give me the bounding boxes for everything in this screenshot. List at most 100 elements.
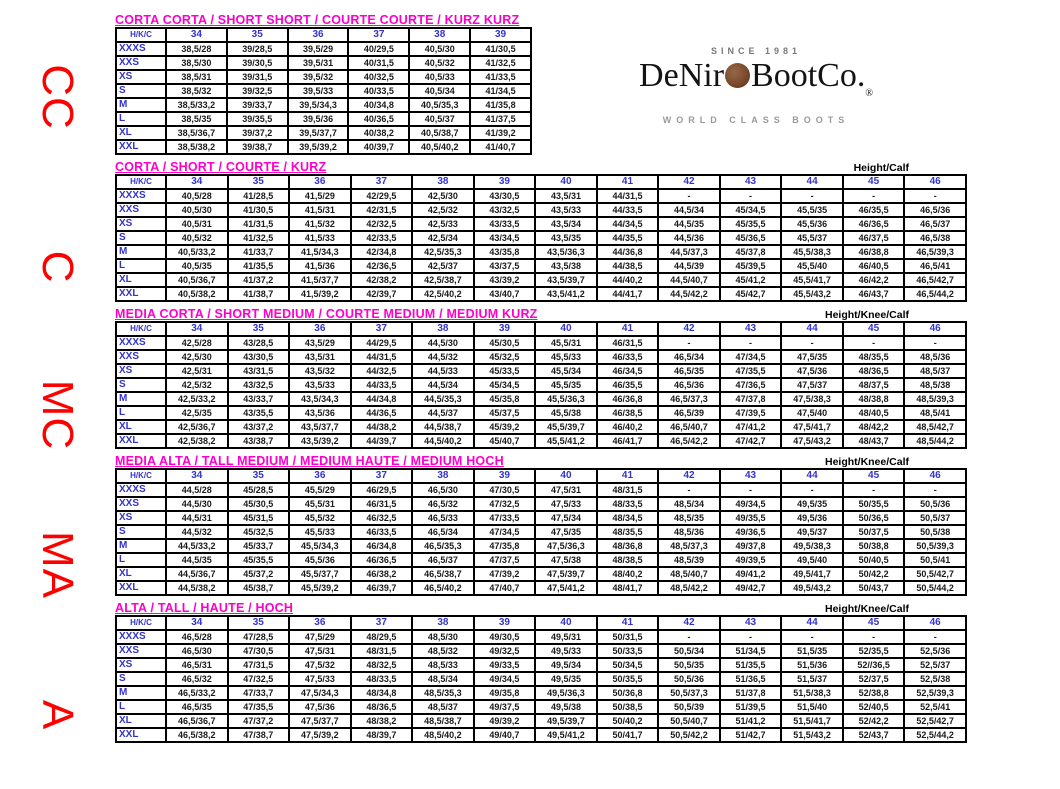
size-cell: 43,5/35 [534,230,598,246]
size-cell: 49/39,2 [472,713,537,729]
size-cell: 42,5/37 [411,258,475,274]
size-cell: 45,5/35 [780,202,844,218]
size-cell: 48/33,5 [595,496,660,512]
table-row: XL 44,5/36,7 45/37,2 45,5/37,7 46/38,2 46,5/3… [115,566,967,582]
size-cell: 48/40,2 [595,566,660,582]
size-cell: 47/36,5 [718,377,783,393]
size-cell: 51,5/40 [780,699,844,715]
size-cell: 40,5/35 [165,258,229,274]
column-header: 37 [349,615,414,631]
table-row: M 46,5/33,2 47/33,7 47,5/34,3 48/34,8 48,5/35… [115,685,967,701]
size-cell: 49/34,5 [718,496,783,512]
size-cell: - [841,629,906,645]
size-cell: 41/35,5 [226,258,291,274]
size-cell: 51/35,5 [718,657,783,673]
size-cell: 48,5/40,7 [657,566,721,582]
size-cell: 44/31,5 [595,188,660,204]
row-label: XXS [115,55,167,71]
height-measure-label: Height/Knee/Calf [824,309,909,321]
logo-since-text: SINCE 1981 [710,46,802,56]
column-header: 36 [288,468,352,484]
table-row: XXXS 44,5/28 45/28,5 45,5/29 46/29,5 46,5/30 4… [115,482,967,498]
size-cell: 49/41,2 [718,566,783,582]
size-cell: 50,5/36 [657,671,721,687]
column-header: 46 [903,174,967,190]
row-label: XXL [115,139,167,155]
size-cell: 46/38,8 [841,244,906,260]
column-header: 37 [349,468,414,484]
size-table-corta-corta: H/K/C 34 35 36 37 38 39 XXXS 38,5/28 39/28,5 39,5/… [115,27,532,155]
column-header: 44 [780,321,844,337]
size-cell: 40,5/31 [165,216,229,232]
size-cell: 47,5/33 [534,496,598,512]
size-cell: 51,5/41,7 [780,713,844,729]
column-header: 41 [595,174,660,190]
size-cell: 48/36,8 [595,538,660,554]
size-cell: 47,5/38,3 [780,391,844,407]
row-label: XXXS [115,335,167,351]
size-table-alta: H/K/C 34 35 36 37 38 39 40 41 42 43 44 45 46 XXXS 46,5/… [115,615,967,743]
size-cell: 43/35,8 [472,244,537,260]
size-cell: 49,5/36,3 [534,685,598,701]
size-cell: 40,5/33 [408,69,472,85]
size-cell: 41/31,5 [226,216,291,232]
row-label: XXXS [115,41,167,57]
size-cell: - [657,188,721,204]
row-label: XL [115,125,167,141]
row-label: L [115,699,167,715]
size-cell: 51,5/36 [780,657,844,673]
size-cell: 38,5/36,7 [165,125,228,141]
size-cell: 48/29,5 [349,629,414,645]
size-cell: 48,5/37 [411,699,475,715]
size-cell: 38,5/33,2 [165,97,228,113]
size-cell: 48,5/42,2 [657,580,721,596]
logo-tagline-text: WORLD CLASS BOOTS [662,115,850,125]
size-cell: 50,5/39,3 [903,538,967,554]
size-cell: 47,5/41,7 [780,419,844,435]
size-cell: 49/36,5 [718,524,783,540]
size-cell: 45,5/29 [288,482,352,498]
size-cell: 49/40,7 [472,727,537,743]
size-table-media-corta: H/K/C 34 35 36 37 38 39 40 41 42 43 44 45 46 XXXS 42,5/… [115,321,967,449]
size-cell: 44,5/32 [411,349,475,365]
size-cell: 50/40,2 [595,713,660,729]
size-cell: 39/32,5 [225,83,289,99]
size-cell: 48,5/32 [411,643,475,659]
column-header: 42 [657,615,721,631]
size-cell: 46/41,7 [595,433,660,449]
size-cell: 45,5/37 [780,230,844,246]
size-cell: 48/38,5 [595,552,660,568]
logo-name-right: BootCo. [751,57,866,94]
size-cell: 45,5/41,2 [534,433,598,449]
size-cell: 45,5/43,2 [780,286,844,302]
size-cell: 48,5/44,2 [903,433,967,449]
row-label: S [115,377,167,393]
size-cell: 42,5/38,2 [165,433,229,449]
size-cell: 47,5/34,3 [288,685,352,701]
size-cell: 47/37,5 [472,552,537,568]
size-cell: 39,5/37,7 [286,125,350,141]
size-cell: 40,5/40,2 [408,139,472,155]
size-cell: 46/37,5 [841,230,906,246]
size-cell: 43/30,5 [226,349,291,365]
size-cell: 41/30,5 [469,41,532,57]
size-cell: 41/33,7 [226,244,291,260]
size-cell: 39/28,5 [225,41,289,57]
size-cell: 42,5/32 [165,377,229,393]
size-cell: 40/29,5 [347,41,411,57]
header-row: H/K/C 34 35 36 37 38 39 [115,27,532,43]
column-header: 38 [408,27,472,43]
height-measure-label: Height/Knee/Calf [824,456,909,468]
size-cell: 48,5/35,3 [411,685,475,701]
size-cell: 49/34,5 [472,671,537,687]
column-header: 43 [718,321,783,337]
size-cell: 50,5/36 [903,496,967,512]
corner-header: H/K/C [115,615,167,631]
size-cell: 42,5/35 [165,405,229,421]
size-cell: 46,5/32 [411,496,475,512]
size-cell: 47,5/29 [288,629,352,645]
column-header: 34 [165,27,228,43]
size-cell: 45,5/36 [288,552,352,568]
size-cell: 45/33,7 [226,538,291,554]
